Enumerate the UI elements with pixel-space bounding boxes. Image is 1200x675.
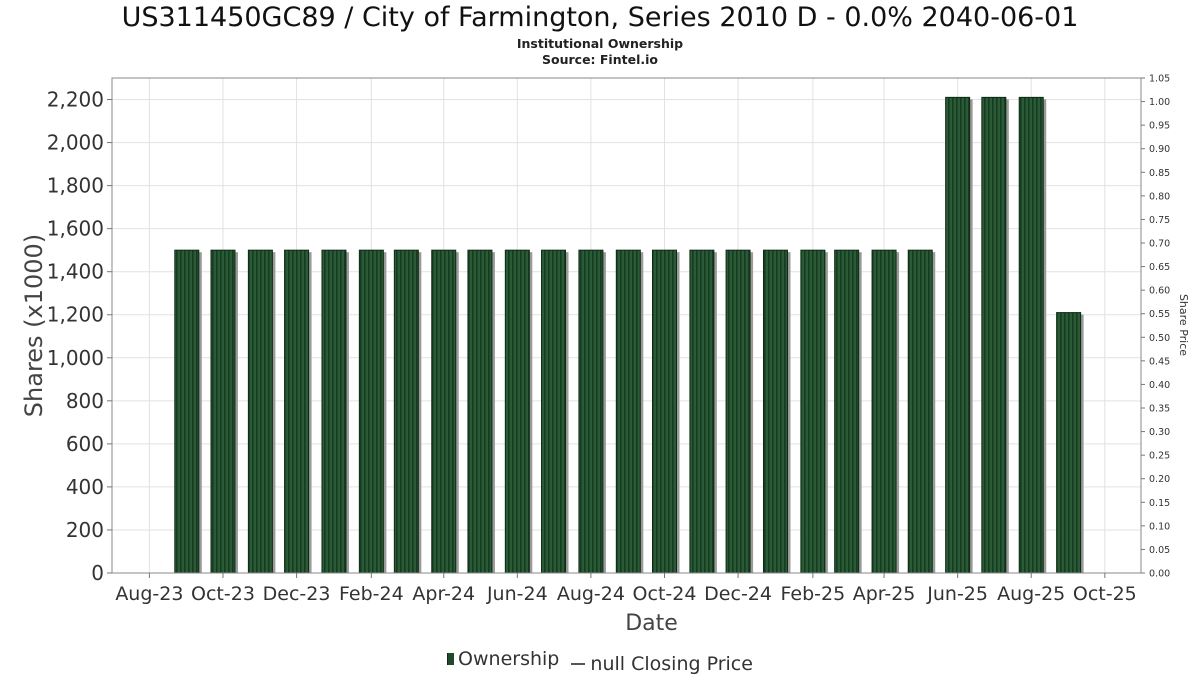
x-tick-label: Apr-24 [412, 583, 475, 605]
y2-tick-label: 0.90 [1149, 144, 1170, 155]
y2-tick-label: 0.50 [1149, 333, 1170, 344]
ownership-bar [541, 249, 567, 574]
x-tick-label: Apr-25 [853, 583, 916, 605]
ownership-bar [907, 249, 933, 574]
ownership-bar [981, 96, 1007, 574]
x-axis-label: Date [625, 611, 678, 636]
y-tick-label: 2,200 [47, 88, 104, 112]
ownership-bar [247, 249, 273, 574]
y2-tick-label: 1.00 [1149, 97, 1170, 108]
x-axis: Aug-23 Oct-23 Dec-23 Feb-24 Apr-24 Jun-24 Aug-… [115, 573, 1137, 605]
ownership-bar [431, 249, 457, 574]
x-tick-label: Aug-25 [997, 583, 1065, 605]
y2-tick-label: 0.60 [1149, 286, 1170, 297]
y2-tick-label: 0.30 [1149, 427, 1170, 438]
y-tick-label: 1,800 [47, 174, 104, 198]
x-tick-label: Oct-25 [1073, 583, 1137, 605]
y-tick-label: 0 [91, 561, 104, 585]
y2-tick-label: 0.20 [1149, 474, 1170, 485]
ownership-bar [504, 249, 530, 574]
y2-tick-label: 0.95 [1149, 121, 1170, 132]
x-tick-label: Dec-24 [704, 583, 772, 605]
y2-tick-label: 0.00 [1149, 569, 1170, 580]
ownership-bar [174, 249, 200, 574]
y2-tick-label: 0.65 [1149, 262, 1170, 273]
legend-label-closing-price: null Closing Price [590, 653, 753, 675]
y2-tick-label: 1.05 [1149, 74, 1170, 85]
x-tick-label: Dec-23 [263, 583, 331, 605]
y-tick-label: 800 [66, 389, 104, 413]
y2-tick-label: 0.05 [1149, 545, 1170, 556]
bar-series-ownership [174, 96, 1084, 574]
chart-subtitle-source: Source: Fintel.io [542, 52, 658, 67]
ownership-bar [725, 249, 751, 574]
x-tick-label: Oct-23 [191, 583, 255, 605]
y2-tick-label: 0.15 [1149, 498, 1170, 509]
ownership-bar [1056, 312, 1082, 574]
ownership-bar [615, 249, 641, 574]
y-tick-label: 1,200 [47, 303, 104, 327]
y2-tick-label: 0.75 [1149, 215, 1170, 226]
ownership-bar [578, 249, 604, 574]
y-axis-right: 0.00 0.05 0.10 0.15 0.20 0.25 0.30 0.35 0.40 0.45… [1141, 74, 1170, 580]
y2-tick-label: 0.70 [1149, 239, 1170, 250]
ownership-bar [358, 249, 384, 574]
y2-tick-label: 0.80 [1149, 191, 1170, 202]
y-tick-label: 1,400 [47, 260, 104, 284]
ownership-bar [762, 249, 788, 574]
ownership-bar [800, 249, 826, 574]
y2-tick-label: 0.25 [1149, 451, 1170, 462]
chart-title: US311450GC89 / City of Farmington, Serie… [121, 2, 1079, 33]
x-tick-label: Jun-24 [486, 583, 548, 605]
x-tick-label: Oct-24 [633, 583, 697, 605]
ownership-bar [284, 249, 310, 574]
y2-tick-label: 0.35 [1149, 404, 1170, 415]
y2-tick-label: 0.85 [1149, 168, 1170, 179]
x-tick-label: Feb-24 [339, 583, 404, 605]
x-tick-label: Aug-23 [115, 583, 183, 605]
ownership-bar [1018, 96, 1044, 574]
ownership-bar [210, 249, 236, 574]
y2-tick-label: 0.40 [1149, 380, 1170, 391]
legend-label-ownership: Ownership [458, 648, 560, 670]
ownership-bar [945, 96, 971, 574]
ownership-bar [467, 249, 493, 574]
ownership-bar [834, 249, 860, 574]
x-tick-label: Aug-24 [557, 583, 625, 605]
y-tick-label: 2,000 [47, 131, 104, 155]
ownership-bar [871, 249, 897, 574]
y-tick-label: 400 [66, 475, 104, 499]
legend-item-ownership: Ownership [447, 648, 559, 670]
y-axis-left: 0 200 400 600 800 1,000 1,200 1,400 1,600 1,800 2,… [47, 88, 112, 585]
chart-subtitle-ownership: Institutional Ownership [516, 36, 684, 51]
line-swatch-icon [571, 663, 586, 665]
legend-item-closing-price: null Closing Price [571, 653, 753, 675]
y-tick-label: 200 [66, 518, 104, 542]
y2-tick-label: 0.45 [1149, 356, 1170, 367]
y2-tick-label: 0.10 [1149, 521, 1170, 532]
ownership-bar [393, 249, 419, 574]
ownership-bar [689, 249, 715, 574]
x-tick-label: Jun-25 [926, 583, 988, 605]
y-tick-label: 600 [66, 432, 104, 456]
y-tick-label: 1,600 [47, 217, 104, 241]
ownership-bar [321, 249, 347, 574]
plot-area-frame [111, 77, 1142, 574]
y2-axis-label: Share Price [1177, 294, 1190, 356]
ownership-bar [651, 249, 677, 574]
y-axis-label: Shares (x1000) [20, 234, 48, 417]
chart-legend: Ownership null Closing Price [0, 648, 1200, 675]
ownership-swatch-icon [447, 653, 455, 665]
y2-tick-label: 0.55 [1149, 309, 1170, 320]
x-tick-label: Feb-25 [781, 583, 846, 605]
y-tick-label: 1,000 [47, 346, 104, 370]
